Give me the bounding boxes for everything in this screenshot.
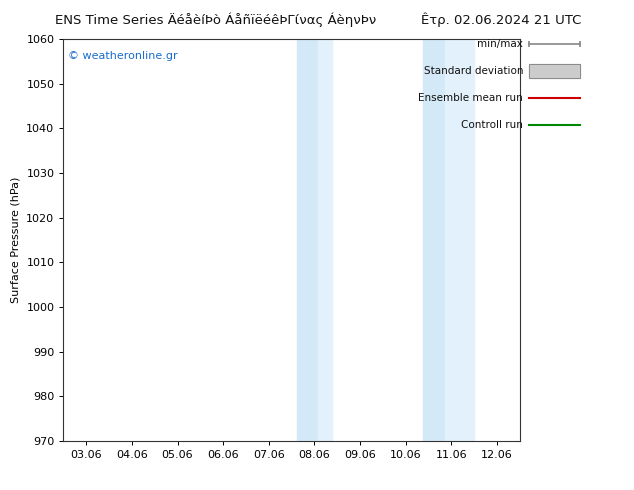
Bar (423, 39, 444, 441)
Y-axis label: Surface Pressure (hPa): Surface Pressure (hPa) (11, 177, 21, 303)
Text: ENS Time Series ÄéåèíÞò ÁåñïëéêÞΓίνας ÁèηνÞν: ENS Time Series ÄéåèíÞò ÁåñïëéêÞΓίνας Áè… (55, 12, 376, 27)
Bar (444, 39, 474, 441)
Text: Controll run: Controll run (461, 120, 523, 130)
Text: Standard deviation: Standard deviation (424, 66, 523, 76)
Bar (318, 39, 332, 441)
Text: © weatheronline.gr: © weatheronline.gr (68, 51, 178, 61)
Text: Ensemble mean run: Ensemble mean run (418, 93, 523, 103)
Bar (297, 39, 318, 441)
Text: Êτρ. 02.06.2024 21 UTC: Êτρ. 02.06.2024 21 UTC (421, 12, 581, 27)
Text: min/max: min/max (477, 39, 523, 49)
